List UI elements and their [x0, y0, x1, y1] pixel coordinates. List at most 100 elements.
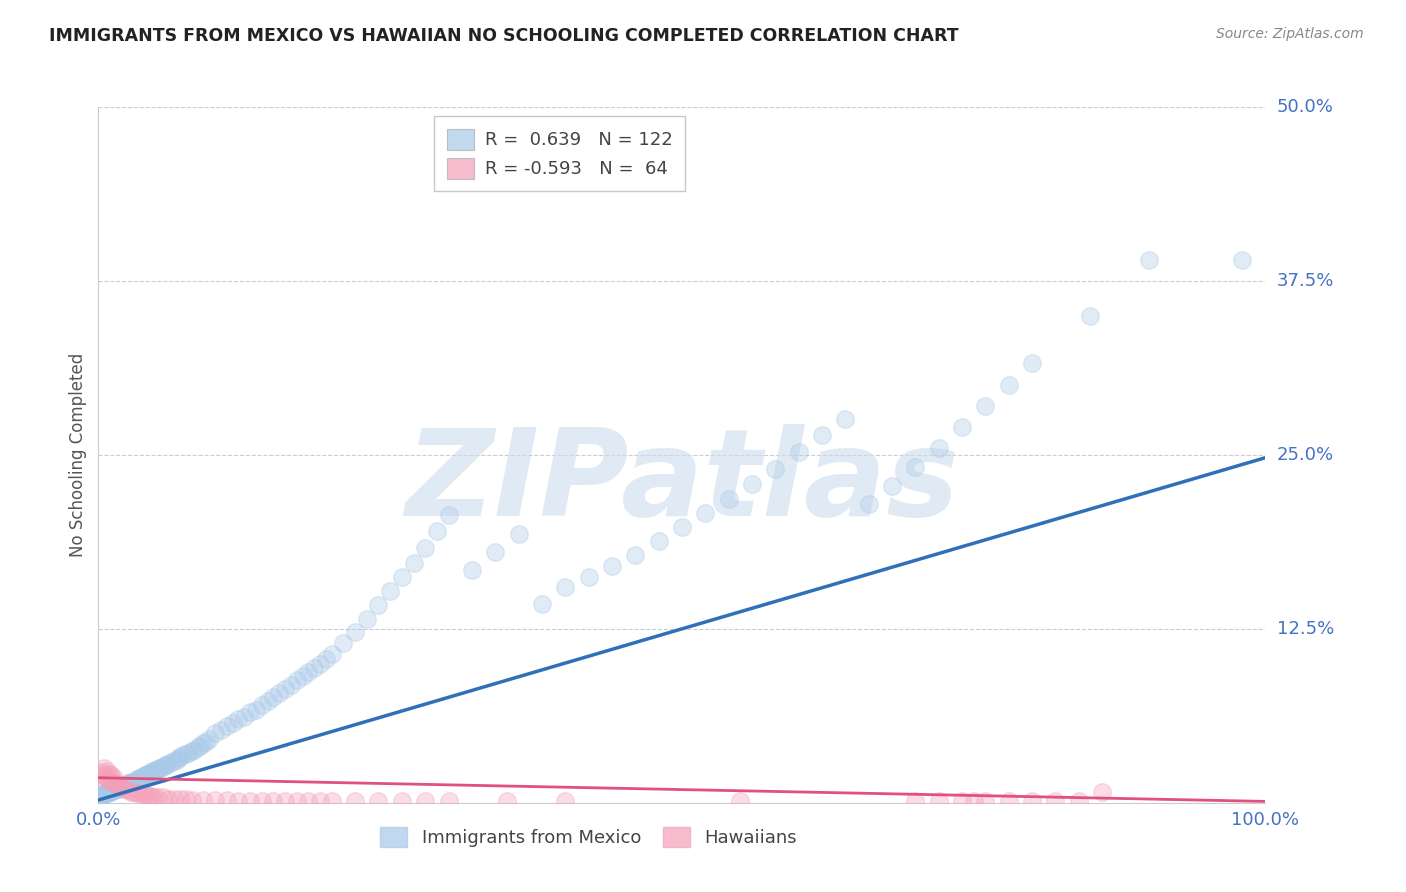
Point	[554, 794, 576, 808]
Point	[245, 702, 267, 716]
Point	[104, 781, 127, 796]
Point	[239, 794, 262, 808]
Point	[105, 781, 128, 796]
Point	[101, 775, 124, 789]
Point	[530, 597, 553, 611]
Point	[131, 771, 153, 785]
Point	[110, 780, 132, 795]
Point	[209, 723, 232, 738]
Point	[928, 441, 950, 455]
Point	[1045, 794, 1067, 808]
Point	[250, 698, 273, 713]
Point	[578, 570, 600, 584]
Point	[157, 756, 180, 771]
Point	[834, 411, 856, 425]
Point	[136, 766, 159, 780]
Point	[115, 778, 138, 792]
Point	[127, 772, 149, 786]
Text: Source: ZipAtlas.com: Source: ZipAtlas.com	[1216, 27, 1364, 41]
Point	[169, 791, 191, 805]
Point	[413, 541, 436, 556]
Point	[180, 793, 202, 807]
Point	[321, 647, 343, 661]
Point	[117, 783, 139, 797]
Point	[108, 779, 131, 793]
Point	[138, 766, 160, 780]
Point	[134, 768, 156, 782]
Point	[695, 507, 717, 521]
Point	[280, 677, 302, 691]
Point	[177, 746, 200, 760]
Point	[94, 769, 117, 783]
Point	[787, 445, 810, 459]
Point	[90, 765, 112, 780]
Point	[304, 661, 326, 675]
Point	[146, 790, 169, 805]
Point	[118, 776, 141, 790]
Text: ZIPatlas: ZIPatlas	[405, 425, 959, 541]
Point	[262, 690, 284, 704]
Point	[297, 794, 319, 808]
Point	[291, 669, 314, 683]
Point	[157, 791, 180, 805]
Point	[741, 477, 763, 491]
Point	[103, 771, 125, 785]
Point	[100, 768, 122, 782]
Point	[134, 788, 156, 802]
Point	[262, 794, 284, 808]
Point	[426, 524, 449, 539]
Text: 37.5%: 37.5%	[1277, 272, 1334, 290]
Point	[187, 740, 209, 755]
Text: 25.0%: 25.0%	[1277, 446, 1334, 464]
Point	[107, 781, 129, 796]
Point	[763, 462, 786, 476]
Point	[215, 793, 238, 807]
Point	[108, 780, 131, 795]
Point	[274, 794, 297, 808]
Point	[647, 534, 669, 549]
Point	[122, 775, 145, 789]
Point	[135, 768, 157, 782]
Point	[128, 771, 150, 785]
Point	[204, 793, 226, 807]
Point	[554, 580, 576, 594]
Point	[256, 694, 278, 708]
Point	[118, 776, 141, 790]
Point	[188, 739, 211, 753]
Point	[120, 785, 142, 799]
Point	[367, 598, 389, 612]
Point	[180, 744, 202, 758]
Point	[285, 794, 308, 808]
Point	[858, 497, 880, 511]
Point	[402, 557, 425, 571]
Point	[93, 761, 115, 775]
Point	[356, 612, 378, 626]
Point	[321, 794, 343, 808]
Point	[117, 776, 139, 790]
Point	[204, 726, 226, 740]
Point	[269, 686, 291, 700]
Point	[93, 788, 115, 802]
Point	[97, 772, 120, 786]
Legend: Immigrants from Mexico, Hawaiians: Immigrants from Mexico, Hawaiians	[371, 819, 806, 856]
Point	[163, 791, 186, 805]
Point	[128, 786, 150, 800]
Point	[98, 773, 121, 788]
Point	[103, 783, 125, 797]
Point	[143, 790, 166, 805]
Point	[198, 731, 221, 746]
Point	[169, 750, 191, 764]
Point	[285, 673, 308, 688]
Point	[97, 786, 120, 800]
Point	[215, 719, 238, 733]
Point	[139, 765, 162, 780]
Point	[880, 478, 903, 492]
Point	[194, 734, 217, 748]
Point	[138, 789, 160, 803]
Point	[152, 790, 174, 805]
Point	[141, 764, 163, 778]
Text: 50.0%: 50.0%	[1277, 98, 1333, 116]
Point	[484, 545, 506, 559]
Point	[239, 706, 262, 720]
Point	[624, 548, 647, 562]
